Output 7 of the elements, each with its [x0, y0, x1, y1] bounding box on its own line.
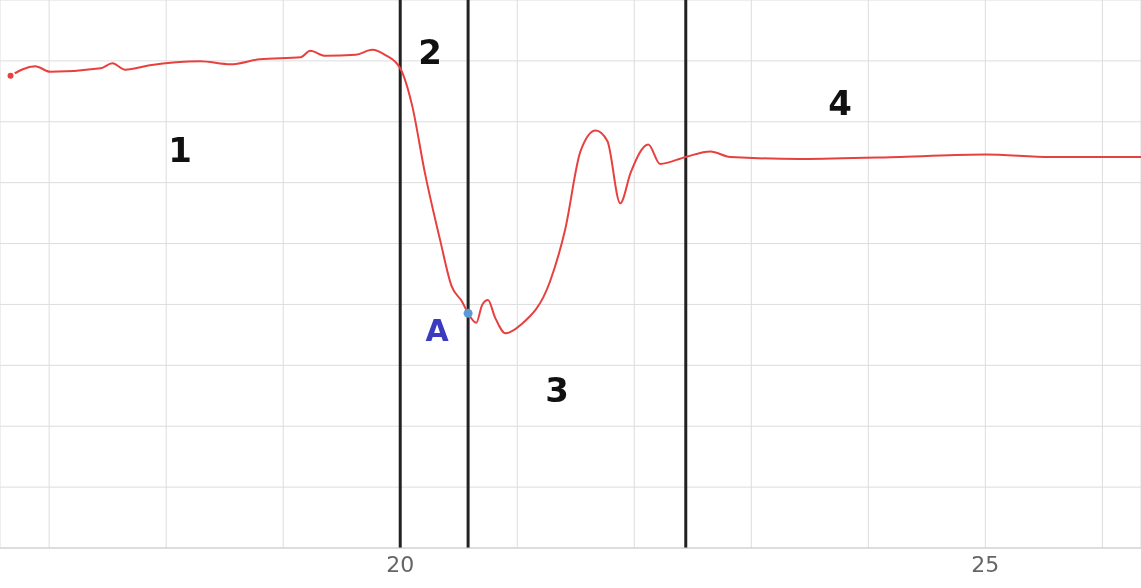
- x-tick-label: 20: [386, 551, 415, 577]
- annotation: 1: [168, 130, 192, 170]
- x-tick-label: 25: [971, 551, 1000, 577]
- annotation: 2: [418, 32, 442, 72]
- annotation: 4: [828, 83, 852, 123]
- annotation: 3: [545, 370, 569, 410]
- annotation: A: [425, 312, 450, 348]
